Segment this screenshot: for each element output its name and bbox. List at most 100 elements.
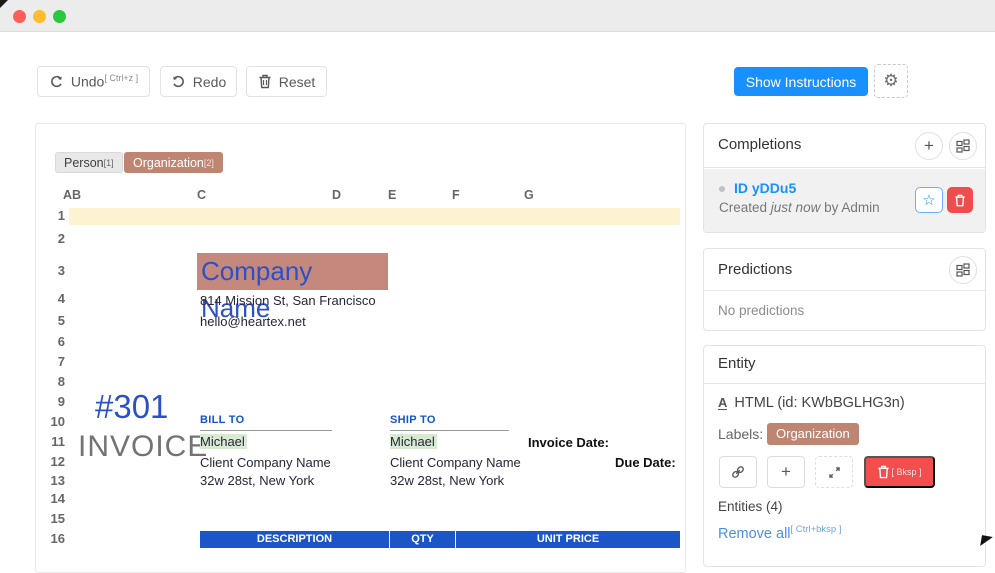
- column-header: D: [332, 188, 342, 202]
- link-icon: [732, 466, 744, 478]
- bill-to-address[interactable]: 32w 28st, New York: [200, 473, 315, 488]
- bill-to-heading[interactable]: BILL TO: [200, 414, 245, 426]
- invoice-title[interactable]: INVOICE: [78, 430, 209, 463]
- reset-label: Reset: [278, 73, 316, 90]
- entity-source-text: HTML (id: KWbBGLHG3n): [734, 395, 905, 411]
- row-number: 6: [57, 334, 65, 349]
- trash-icon: [955, 194, 965, 206]
- entity-label-organization[interactable]: Organization: [767, 423, 859, 445]
- row1-highlight[interactable]: [69, 208, 680, 225]
- predictions-panel: Predictions No predictions: [703, 248, 986, 331]
- add-relation-button[interactable]: +: [767, 456, 805, 488]
- completion-created-text: Created just now by Admin: [719, 200, 880, 215]
- window-titlebar: [0, 0, 995, 32]
- row-number: 9: [57, 394, 65, 409]
- close-window-icon[interactable]: [13, 10, 26, 23]
- grid-icon: [956, 139, 970, 153]
- column-header: F: [452, 188, 460, 202]
- redo-icon: [173, 75, 184, 88]
- ship-to-company[interactable]: Client Company Name: [390, 455, 521, 470]
- invoice-table-header-cell[interactable]: UNIT PRICE: [455, 531, 680, 548]
- ship-to-divider: [390, 430, 509, 431]
- invoice-table-header-cell[interactable]: DESCRIPTION: [256, 533, 333, 545]
- column-header: G: [524, 188, 534, 202]
- invoice-date-label[interactable]: Invoice Date:: [528, 435, 609, 450]
- plus-icon: +: [781, 462, 791, 481]
- star-icon: ☆: [922, 191, 936, 209]
- organization-tag-label: Organization: [133, 155, 204, 170]
- row-number: 13: [50, 473, 65, 488]
- row-number: 14: [50, 491, 65, 506]
- grid-icon: [956, 263, 970, 277]
- ship-to-address[interactable]: 32w 28st, New York: [390, 473, 505, 488]
- entity-labels-caption: Labels:: [718, 426, 764, 442]
- invoice-number[interactable]: #301: [95, 388, 169, 425]
- company-address[interactable]: 814 Mission St, San Francisco: [200, 293, 376, 308]
- maximize-window-icon[interactable]: [53, 10, 66, 23]
- label-tag-person[interactable]: Person [1]: [55, 152, 123, 173]
- text-type-icon: A: [718, 395, 728, 410]
- delete-entity-hotkey: [ Bksp ]: [891, 467, 922, 477]
- screen-corner-artifact: [0, 0, 8, 8]
- row-number: 4: [57, 291, 65, 306]
- entity-panel: Entity A HTML (id: KWbBGLHG3n) Labels: Or…: [703, 345, 986, 567]
- bill-to-company[interactable]: Client Company Name: [200, 455, 331, 470]
- label-tag-organization[interactable]: Organization [2]: [124, 152, 223, 173]
- predictions-view-button[interactable]: [949, 256, 977, 284]
- delete-entity-button[interactable]: [ Bksp ]: [864, 456, 935, 488]
- row-number: 5: [57, 313, 65, 328]
- row-number: 16: [50, 531, 65, 546]
- row-number: 12: [50, 454, 65, 469]
- bill-to-name-entity[interactable]: Michael: [200, 434, 247, 449]
- mouse-cursor: [980, 535, 993, 548]
- row-number: 1: [57, 208, 65, 223]
- column-header: AB: [63, 188, 82, 202]
- reset-button[interactable]: Reset: [246, 66, 327, 97]
- column-header: E: [388, 188, 397, 202]
- completions-header: Completions +: [704, 124, 985, 168]
- star-completion-button[interactable]: ☆: [915, 187, 943, 213]
- completions-title: Completions: [718, 136, 802, 153]
- trash-icon: [259, 74, 271, 89]
- row-number: 3: [57, 263, 65, 278]
- company-name-entity[interactable]: Company Name: [197, 253, 388, 323]
- undo-hotkey: [ Ctrl+z ]: [104, 73, 139, 84]
- created-time: just now: [770, 200, 821, 215]
- row-number: 15: [50, 511, 65, 526]
- relation-link-button[interactable]: [719, 456, 757, 488]
- redo-button[interactable]: Redo: [160, 66, 237, 97]
- company-email[interactable]: hello@heartex.net: [200, 314, 306, 329]
- completions-view-button[interactable]: [949, 132, 977, 160]
- redo-label: Redo: [192, 73, 227, 90]
- row-number: 8: [57, 374, 65, 389]
- remove-all-link[interactable]: Remove all[ Ctrl+bksp ]: [718, 524, 841, 542]
- completion-status-dot: [719, 186, 725, 192]
- completion-entry[interactable]: ID yDDu5 Created just now by Admin ☆: [704, 169, 985, 232]
- completion-id-link[interactable]: ID yDDu5: [734, 180, 797, 196]
- add-completion-button[interactable]: +: [915, 132, 943, 160]
- ship-to-name-entity[interactable]: Michael: [390, 434, 437, 449]
- ship-to-heading[interactable]: SHIP TO: [390, 414, 436, 426]
- invoice-table-header: DESCRIPTION QTY UNIT PRICE: [200, 531, 680, 548]
- undo-button[interactable]: Undo[ Ctrl+z ]: [37, 66, 150, 97]
- minimize-window-icon[interactable]: [33, 10, 46, 23]
- predictions-title: Predictions: [718, 261, 793, 278]
- settings-button[interactable]: ⚙: [874, 64, 908, 98]
- invoice-table-header-cell[interactable]: QTY: [389, 531, 455, 548]
- row-number: 2: [57, 231, 65, 246]
- person-tag-hotkey: [1]: [103, 157, 114, 168]
- row-number: 10: [50, 414, 65, 429]
- organization-tag-hotkey: [2]: [203, 157, 214, 168]
- due-date-label[interactable]: Due Date:: [615, 455, 676, 470]
- expand-collapse-button[interactable]: [815, 456, 853, 488]
- show-instructions-button[interactable]: Show Instructions: [734, 67, 868, 96]
- expand-icon: [828, 466, 840, 478]
- gear-icon: ⚙: [883, 71, 899, 91]
- completions-panel: Completions + ID yDDu5 Created just now …: [703, 123, 986, 233]
- delete-completion-button[interactable]: [947, 187, 973, 213]
- entity-title: Entity: [718, 355, 756, 372]
- plus-icon: +: [924, 136, 934, 155]
- row-number: 7: [57, 354, 65, 369]
- trash-icon: [878, 465, 890, 479]
